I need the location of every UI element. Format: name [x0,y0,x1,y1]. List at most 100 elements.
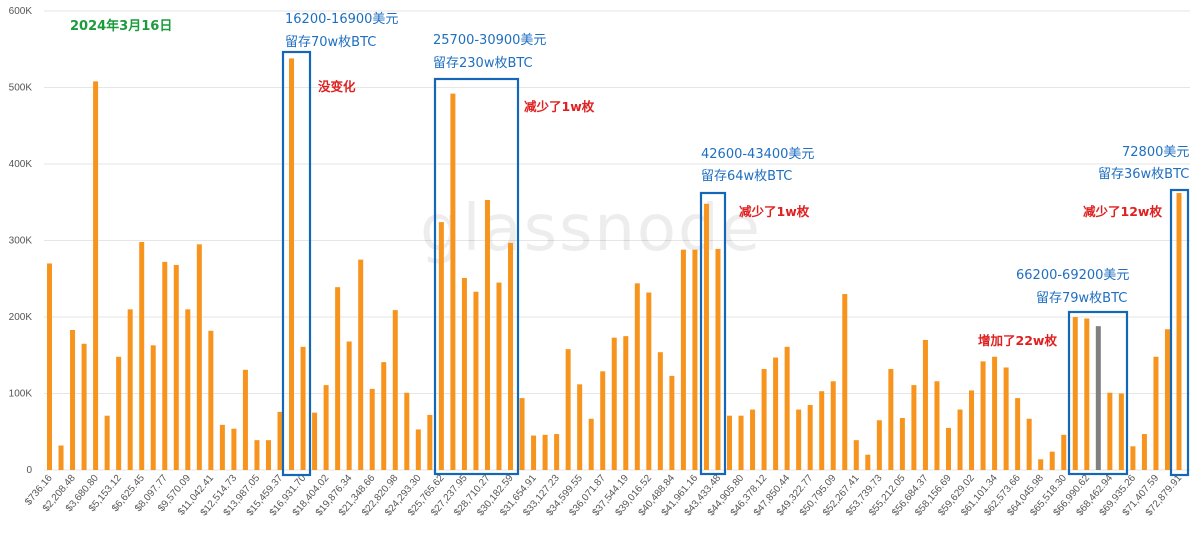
y-tick-label: 0 [26,465,32,476]
annotation-range-2: 25700-30900美元 [433,33,546,48]
bar [162,261,168,470]
bar [484,199,490,470]
bar [300,346,306,470]
bar [219,424,225,470]
bar [588,418,594,470]
gridlines [44,10,1190,471]
x-axis: $736.16$2,208.48$3,680.80$5,153.12$6,625… [23,473,1184,519]
bar [761,369,767,470]
annotation-change-4: 增加了22w枚 [978,333,1057,348]
bar [1153,356,1159,470]
bar [150,345,156,470]
annotation-range-1: 16200-16900美元 [285,12,398,27]
bar [784,346,790,470]
y-tick-label: 400K [9,159,33,170]
bar [888,369,894,470]
bar [461,277,467,470]
bar [1072,317,1078,470]
bar [254,440,260,470]
y-tick-label: 600K [9,6,33,17]
annotation-change-1: 没变化 [318,79,356,94]
bar [231,428,237,470]
bar [531,435,537,470]
bar [47,263,52,470]
bar [139,242,145,470]
bar [969,390,975,470]
annotation-holding-3: 留存64w枚BTC [701,169,792,184]
bar [277,411,283,470]
bar [1026,418,1032,470]
bar [623,336,629,471]
annotation-holding-5: 留存36w枚BTC [1098,167,1189,182]
bar [415,429,421,470]
bar [865,454,871,470]
bar [116,356,122,470]
bar [692,249,698,470]
bar [911,385,917,470]
bar [715,248,721,470]
bar [611,337,617,470]
bar [1118,393,1124,470]
bar [1038,459,1044,470]
bar [323,385,329,470]
bar [1061,434,1067,470]
bar [438,222,444,470]
bar [646,292,652,470]
y-tick-label: 100K [9,389,33,400]
bar [577,384,583,470]
y-tick-label: 500K [9,83,33,94]
bar [404,392,410,470]
bar [1176,193,1182,470]
bar [81,343,87,470]
bar [58,445,64,470]
bar [196,244,202,470]
bars [47,58,1182,471]
bar [289,58,295,471]
bar [1107,392,1113,470]
highlight-box-16200-16900 [281,50,312,477]
annotation-holding-4: 留存79w枚BTC [1036,291,1127,306]
bar [565,349,571,470]
watermark: glassnode [420,192,762,266]
bar [669,375,675,470]
bar [657,352,663,470]
bar [750,409,756,470]
annotation-holding-2: 留存230w枚BTC [433,56,533,71]
bar [980,361,986,470]
y-axis: 0 100K 200K 300K 400K 500K 600K [9,6,33,476]
bar [93,81,99,470]
annotation-holding-1: 留存70w枚BTC [285,35,376,50]
y-tick-label: 200K [9,312,33,323]
bar [392,310,398,470]
bar [519,398,525,470]
bar [842,294,848,470]
annotation-range-3: 42600-43400美元 [701,147,814,162]
bar [1049,451,1055,470]
bar [830,381,836,470]
bar [335,287,341,470]
bar [473,291,479,470]
bar [992,356,998,470]
bar [496,282,502,470]
annotation-change-5: 减少了12w枚 [1083,204,1162,219]
bar [1130,446,1136,470]
bar [853,440,859,470]
bar [427,414,433,470]
bar [922,339,928,470]
annotation-range-4: 66200-69200美元 [1016,268,1129,283]
bar [185,309,191,470]
bar [634,283,640,470]
bar [173,264,179,470]
bar [1084,318,1090,470]
bar [312,412,318,471]
highlight-box-72800 [1169,188,1190,477]
highlight-box-66200-69200 [1067,310,1129,476]
annotation-change-3: 减少了1w枚 [739,204,810,219]
bar [727,415,733,470]
bar [819,391,825,470]
bar [1164,329,1170,470]
bar [369,388,375,470]
bar [242,369,248,470]
highlight-box-42600-43400 [699,191,727,476]
